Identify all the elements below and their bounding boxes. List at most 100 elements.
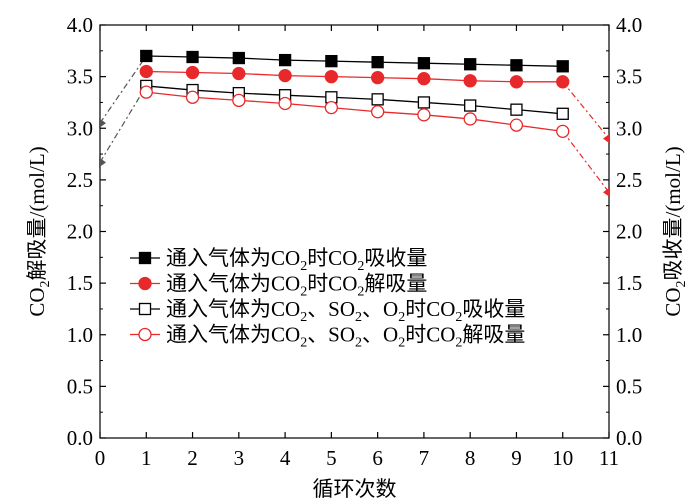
legend-marker [138, 302, 152, 316]
left-y-tick-label: 1.5 [67, 271, 93, 295]
legend-marker [138, 327, 152, 342]
right-y-tick-label: 4.0 [616, 13, 642, 37]
data-point [140, 49, 153, 63]
series-dash-extension [99, 55, 147, 124]
x-tick-label: 4 [280, 446, 291, 470]
right-y-tick-label: 0.5 [616, 374, 642, 398]
legend-marker [138, 251, 152, 265]
right-y-tick-label: 1.5 [616, 271, 642, 295]
series-dash-extension [99, 85, 147, 163]
right-y-axis-title: CO2吸收量/(mol/L) [661, 146, 689, 316]
left-y-tick-label: 0.5 [67, 374, 93, 398]
data-point [185, 90, 200, 104]
x-tick-label: 6 [372, 446, 383, 470]
data-point [278, 53, 292, 67]
series-4 [139, 85, 610, 198]
left-y-tick-label: 1.0 [67, 323, 93, 347]
legend-label: 通入气体为CO2、SO2、O2时CO2解吸量 [166, 323, 525, 351]
legend-item: 通入气体为CO2、SO2、O2时CO2解吸量 [130, 323, 525, 351]
series-3 [99, 79, 569, 168]
x-tick-label: 9 [511, 446, 522, 470]
data-point [556, 124, 570, 138]
plot-area: 0 1 2 3 4 5 6 7 8 9 10 110.0 0.00.5 0.51.0 1.01.5 1.52.… [67, 13, 643, 470]
data-point [186, 50, 199, 64]
legend-item: 通入气体为CO2时CO2吸收量 [130, 246, 427, 274]
plot-frame [99, 24, 610, 439]
data-point [278, 96, 292, 111]
series-line [146, 85, 563, 115]
arrow-head-icon [99, 157, 106, 168]
x-tick-label: 3 [234, 446, 245, 470]
left-y-tick-label: 2.0 [67, 220, 93, 244]
data-point [232, 51, 245, 65]
data-point [139, 85, 153, 99]
legend-marker [138, 276, 152, 291]
legend-item: 通入气体为CO2、SO2、O2时CO2吸收量 [130, 297, 525, 325]
data-point [510, 103, 523, 116]
x-tick-label: 10 [552, 446, 573, 470]
right-y-tick-label: 2.0 [616, 220, 642, 244]
arrow-head-icon [603, 187, 610, 198]
data-point [463, 112, 477, 126]
data-point [185, 65, 200, 80]
data-point [417, 108, 431, 122]
x-tick-label: 2 [187, 446, 198, 470]
data-point [324, 100, 339, 115]
data-point [463, 74, 477, 88]
data-point [417, 72, 431, 86]
data-point [232, 66, 246, 81]
x-tick-label: 0 [95, 446, 106, 470]
x-tick-label: 11 [599, 446, 619, 470]
series-2 [139, 64, 610, 144]
data-point [371, 93, 384, 106]
data-point [417, 96, 431, 109]
data-point [232, 93, 246, 108]
right-y-tick-label: 0.0 [616, 426, 642, 450]
x-tick-label: 8 [465, 446, 476, 470]
x-tick-label: 5 [326, 446, 337, 470]
left-y-tick-label: 4.0 [67, 13, 93, 37]
data-point [509, 118, 524, 132]
legend: 通入气体为CO2时CO2吸收量通入气体为CO2时CO2解吸量通入气体为CO2、S… [130, 246, 525, 351]
data-point [278, 68, 292, 83]
left-y-tick-label: 2.5 [67, 168, 93, 192]
right-y-tick-label: 1.0 [616, 323, 642, 347]
data-point [139, 64, 153, 79]
data-point [556, 107, 569, 120]
legend-label: 通入气体为CO2时CO2解吸量 [166, 272, 427, 300]
arrow-head-icon [99, 118, 106, 129]
x-tick-label: 1 [141, 446, 152, 470]
left-y-tick-label: 3.0 [67, 116, 93, 140]
left-y-tick-label: 3.5 [67, 65, 93, 89]
series-dash-extension [562, 130, 610, 193]
left-y-axis-title: CO2解吸量/(mol/L) [25, 146, 53, 316]
series-line [146, 91, 563, 132]
legend-label: 通入气体为CO2、SO2、O2时CO2吸收量 [166, 297, 525, 325]
data-point [325, 54, 338, 68]
data-point [556, 60, 569, 73]
data-point [324, 69, 339, 84]
x-axis-title: 循环次数 [313, 477, 397, 501]
series-line [146, 55, 563, 67]
right-y-tick-label: 3.0 [616, 116, 642, 140]
legend-item: 通入气体为CO2时CO2解吸量 [130, 272, 427, 300]
right-y-tick-label: 2.5 [616, 168, 642, 192]
left-y-tick-label: 0.0 [67, 426, 93, 450]
data-point [370, 71, 385, 85]
data-point [371, 56, 384, 69]
data-point [464, 58, 477, 71]
right-y-tick-label: 3.5 [616, 65, 642, 89]
data-point [464, 99, 477, 112]
arrow-head-icon [603, 133, 610, 144]
data-point [370, 105, 385, 119]
series-1 [99, 49, 569, 129]
data-point [556, 75, 570, 89]
data-point [509, 75, 524, 89]
data-point [417, 57, 431, 70]
legend-label: 通入气体为CO2时CO2吸收量 [166, 246, 427, 274]
series-dash-extension [562, 81, 610, 139]
data-point [510, 59, 523, 72]
x-tick-label: 7 [419, 446, 430, 470]
series-line [146, 70, 563, 83]
